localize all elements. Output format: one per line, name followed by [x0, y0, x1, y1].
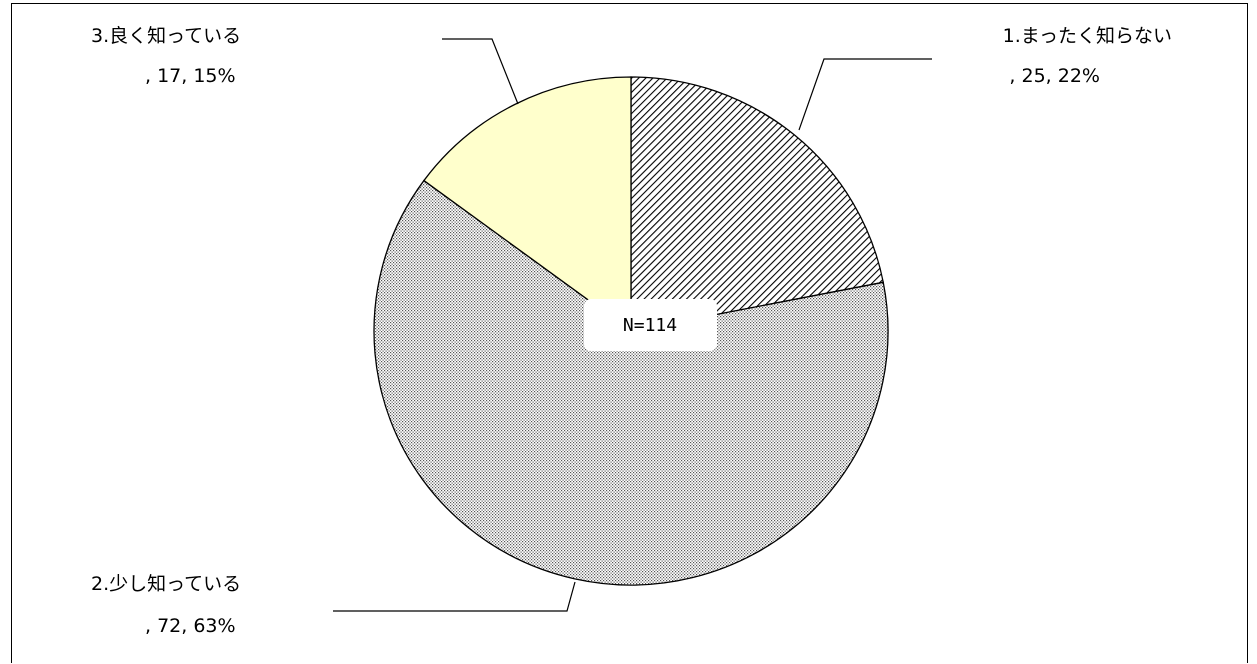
total-count-box — [584, 299, 717, 351]
center-box-layer: N=114 — [584, 299, 717, 351]
pie-chart: 1.まったく知らない , 25, 22% 2.少し知っている , 72, 63% 3.良… — [91, 25, 1172, 637]
pie-slice-3 — [423, 76, 632, 333]
chart-frame: 1.まったく知らない , 25, 22% 2.少し知っている , 72, 63% 3.良… — [11, 3, 1248, 663]
slice-value-label-2: , 72, 63% — [145, 615, 236, 637]
leader-line-3 — [442, 38, 519, 105]
leader-line-2 — [333, 581, 576, 612]
slice-value-label-1: , 25, 22% — [1009, 65, 1100, 87]
slice-label-3: 3.良く知っている — [91, 25, 241, 47]
slices-layer — [373, 76, 889, 586]
total-count-label: N=114 — [623, 315, 677, 336]
pie-slice-2 — [373, 179, 889, 586]
leader-line-1 — [798, 58, 932, 131]
pie-slice-1 — [630, 76, 884, 332]
leader-lines-layer — [333, 38, 932, 612]
slice-label-2: 2.少し知っている — [91, 573, 241, 595]
slice-label-1: 1.まったく知らない — [1003, 25, 1172, 47]
labels-layer: 1.まったく知らない , 25, 22% 2.少し知っている , 72, 63% 3.良… — [91, 25, 1172, 637]
slice-value-label-3: , 17, 15% — [145, 65, 236, 87]
